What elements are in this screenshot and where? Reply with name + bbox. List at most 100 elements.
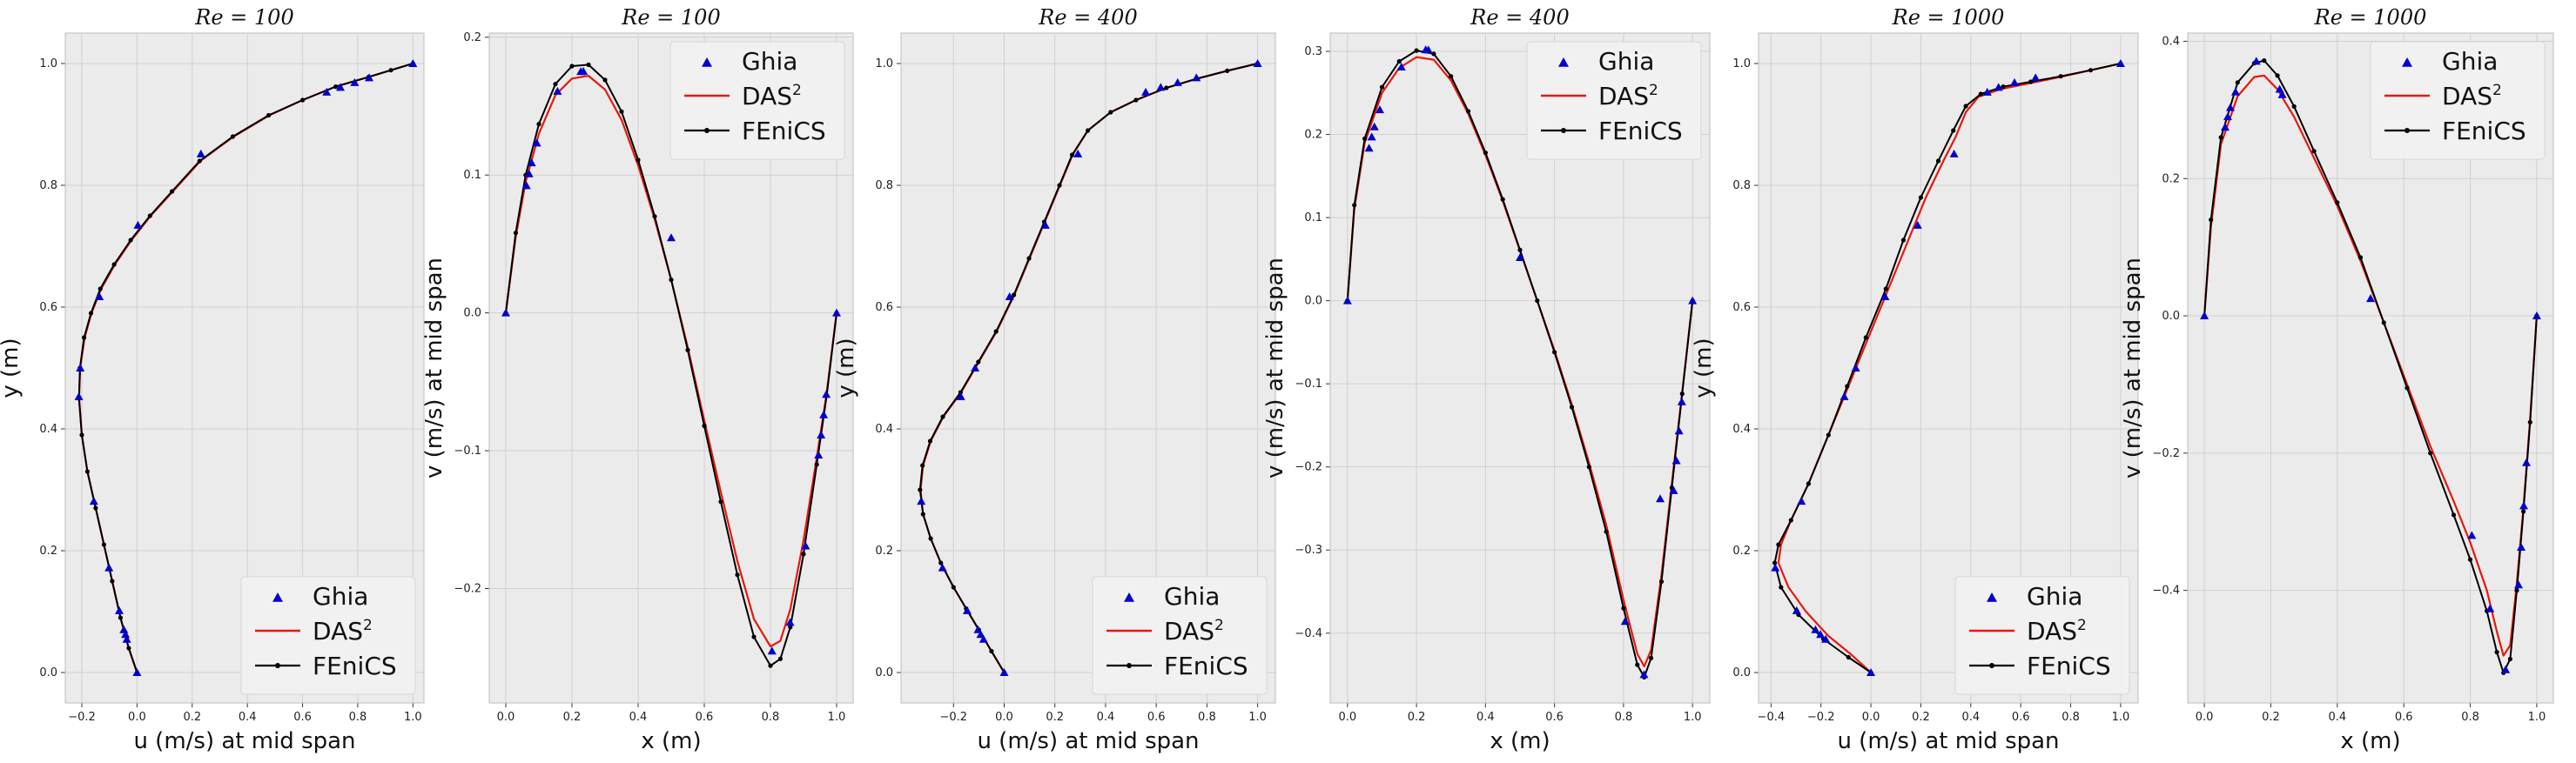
ghia-point — [2031, 73, 2041, 82]
x-tick-label: 0.8 — [2061, 711, 2080, 724]
fenics-point — [1352, 203, 1357, 208]
plot-frame — [2187, 32, 2554, 704]
chart-title: Re = 1000 — [1892, 5, 2005, 30]
y-axis-label: v (m/s) at mid span — [2120, 258, 2146, 479]
fenics-point — [569, 64, 575, 69]
fenics-point — [2507, 656, 2512, 662]
series-fenics-line — [2203, 59, 2538, 674]
fenics-point — [2467, 557, 2473, 562]
legend: Ghia DAS2 FEniCS — [669, 41, 845, 160]
ghia-point — [2519, 501, 2528, 510]
x-axis-label: x (m) — [1490, 728, 1550, 754]
x-tick-label: 1.0 — [2528, 711, 2546, 724]
fenics-point — [1935, 158, 1941, 164]
ghia-point — [2230, 87, 2240, 96]
ghia-point — [2532, 311, 2541, 320]
y-tick-label: 0.0 — [2162, 310, 2180, 323]
ghia-point — [2366, 294, 2375, 303]
x-tick-label: 1.0 — [828, 711, 846, 724]
plot-frame — [64, 32, 425, 704]
ghia-point — [1880, 291, 1890, 300]
ghia-point — [501, 308, 510, 317]
fenics-point — [652, 214, 657, 219]
x-tick-label: 0.6 — [1147, 711, 1166, 724]
chart-title: Re = 100 — [194, 5, 293, 30]
fenics-point — [788, 625, 793, 630]
x-tick-label: 0.8 — [762, 711, 780, 724]
fenics-point — [927, 438, 933, 444]
fenics-point — [1069, 152, 1075, 157]
fenics-point — [1635, 662, 1640, 667]
fenics-point — [1845, 384, 1850, 389]
fenics-point — [2381, 320, 2386, 325]
ghia-point — [971, 364, 980, 371]
legend-das-superscript: 2 — [2077, 617, 2087, 634]
fenics-point — [2058, 74, 2063, 79]
ghia-point — [1369, 122, 1379, 131]
fenics-point — [82, 335, 87, 340]
y-tick-label: 0.4 — [875, 423, 893, 436]
y-tick-label: 0.4 — [2162, 35, 2180, 48]
chart-panel-2: 0.0 0.2 0.4 0.6 0.8 1.0 −0.2 −0.1 0.0 0.1 0.2 Re = … — [421, 5, 854, 754]
y-tick-label: 0.4 — [39, 423, 57, 436]
legend-label-fenics: FEniCS — [313, 652, 397, 680]
fenics-point — [2275, 73, 2280, 78]
ghia-point — [350, 77, 360, 86]
fenics-point — [801, 552, 806, 557]
chart-panel-5: −0.4 −0.2 0.0 0.2 0.4 0.6 0.8 1.0 0.0 0.2 0.4 0.6 0.… — [1691, 5, 2139, 754]
y-tick-label: 0.6 — [875, 301, 893, 314]
legend-fenics-marker — [2404, 128, 2410, 133]
series-fenics-line — [505, 64, 837, 667]
ghia-point — [976, 630, 985, 639]
y-tick-label: 0.2 — [1304, 129, 1322, 142]
y-tick-label: 1.0 — [1732, 57, 1751, 70]
x-tick-label: 0.2 — [1046, 711, 1064, 724]
ghia-point — [917, 497, 926, 505]
fenics-point — [1788, 518, 1793, 523]
x-tick-label: 0.8 — [1615, 711, 1633, 724]
legend-label-ghia: Ghia — [1164, 582, 1220, 611]
fenics-point — [1449, 74, 1454, 79]
chart-panel-4: 0.0 0.2 0.4 0.6 0.8 1.0 −0.4 −0.3 −0.2 −0.1 0.0 0.1… — [1262, 5, 1711, 754]
x-tick-label: 0.8 — [2461, 711, 2479, 724]
legend-label-das: DAS2 — [1598, 82, 1658, 110]
fenics-point — [300, 97, 306, 103]
x-tick-label: 0.2 — [1408, 711, 1426, 724]
ghia-point — [2514, 580, 2524, 589]
ghia-point — [121, 630, 131, 639]
ghia-point — [1040, 220, 1050, 229]
ghia-point — [89, 497, 98, 505]
x-tick-label: 0.2 — [1912, 711, 1930, 724]
x-tick-label: 0.4 — [1097, 711, 1115, 724]
fenics-point — [1552, 350, 1557, 355]
fenics-point — [1414, 48, 1419, 53]
fenics-point — [718, 499, 723, 505]
ghia-point — [1669, 485, 1678, 494]
fenics-point — [1108, 110, 1113, 115]
fenics-point — [586, 62, 591, 67]
fenics-point — [1569, 405, 1575, 410]
x-axis-label: u (m/s) at mid span — [1837, 728, 2059, 754]
y-tick-label: −0.4 — [2152, 585, 2180, 598]
ghia-point — [979, 634, 988, 643]
fenics-point — [2218, 135, 2223, 140]
y-axis-label: v (m/s) at mid span — [1262, 258, 1288, 479]
ghia-point — [767, 646, 777, 655]
x-tick-label: 0.2 — [2262, 711, 2280, 724]
chart-panel-6: 0.0 0.2 0.4 0.6 0.8 1.0 −0.4 −0.2 0.0 0.2 0.4 Re = … — [2120, 5, 2554, 754]
fenics-point — [938, 560, 944, 566]
legend-label-das: DAS2 — [1164, 617, 1224, 646]
ghia-point — [364, 73, 373, 82]
fenics-point — [1863, 335, 1868, 340]
ghia-point — [938, 563, 947, 572]
fenics-point — [1465, 109, 1471, 114]
ghia-point — [74, 392, 84, 400]
x-tick-label: 0.6 — [2012, 711, 2030, 724]
fenics-point — [920, 463, 925, 468]
legend-label-ghia: Ghia — [1598, 47, 1654, 76]
ghia-point — [1516, 253, 1524, 262]
ghia-point — [1173, 77, 1182, 86]
y-tick-label: 1.0 — [875, 57, 893, 70]
fenics-point — [2001, 84, 2006, 90]
ghia-point — [667, 233, 676, 242]
